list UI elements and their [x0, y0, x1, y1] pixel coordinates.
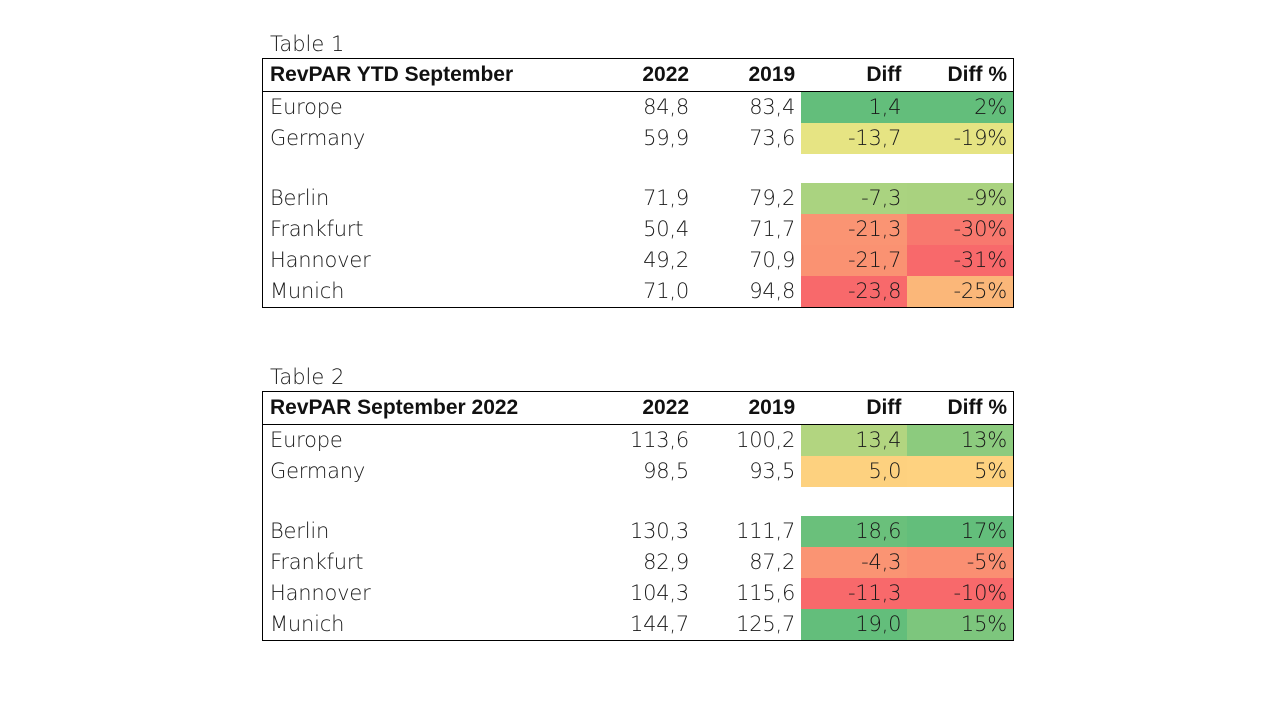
cell-diff: 18,6 — [801, 516, 908, 547]
cell-2022: 144,7 — [629, 612, 690, 636]
header-diff-pct: Diff % — [907, 391, 1014, 425]
cell-2019: 93,5 — [749, 459, 796, 483]
cell-2019: 87,2 — [749, 550, 796, 574]
cell-diff-pct: -31% — [907, 245, 1014, 276]
spacer-row — [263, 487, 1014, 516]
row-label: Europe — [270, 95, 343, 119]
row-label: Germany — [270, 126, 366, 150]
header-2019: 2019 — [695, 58, 802, 92]
cell-2019: 79,2 — [749, 186, 796, 210]
cell-diff-pct: -25% — [907, 276, 1014, 308]
row-label: Hannover — [270, 581, 371, 605]
row-label: Frankfurt — [270, 217, 364, 241]
row-label: Germany — [270, 459, 366, 483]
table-caption: Table 2 — [270, 365, 345, 389]
cell-2022: 82,9 — [643, 550, 690, 574]
table-caption: Table 1 — [270, 32, 345, 56]
cell-diff: -13,7 — [801, 123, 908, 154]
header-row: RevPAR YTD September 2022 2019 Diff Diff… — [262, 58, 1014, 92]
header-label: RevPAR YTD September — [262, 58, 583, 92]
table-row: Frankfurt 82,9 87,2 -4,3 -5% — [263, 547, 1014, 578]
table-1-block: Table 1 RevPAR YTD September 2022 2019 D… — [262, 30, 1014, 308]
cell-2022: 84,8 — [643, 95, 690, 119]
header-row: RevPAR September 2022 2022 2019 Diff Dif… — [262, 391, 1014, 425]
header-diff: Diff — [801, 58, 908, 92]
cell-2019: 70,9 — [749, 248, 796, 272]
cell-diff-pct: 2% — [907, 91, 1014, 123]
table-2-block: Table 2 RevPAR September 2022 2022 2019 … — [262, 363, 1014, 641]
cell-diff-pct: 15% — [907, 609, 1014, 641]
row-label: Munich — [270, 612, 345, 636]
cell-diff-pct: 17% — [907, 516, 1014, 547]
cell-diff: 5,0 — [801, 456, 908, 487]
cell-diff-pct: -19% — [907, 123, 1014, 154]
spacer-row — [263, 154, 1014, 183]
table-row: Germany 59,9 73,6 -13,7 -19% — [263, 123, 1014, 154]
cell-diff-pct: -30% — [907, 214, 1014, 245]
cell-2019: 111,7 — [736, 519, 796, 543]
cell-2022: 50,4 — [643, 217, 690, 241]
cell-diff: 19,0 — [801, 609, 908, 641]
cell-2019: 71,7 — [749, 217, 796, 241]
cell-diff: -23,8 — [801, 276, 908, 308]
table-row: Frankfurt 50,4 71,7 -21,3 -30% — [263, 214, 1014, 245]
spacer-cell — [263, 487, 1014, 516]
spacer-cell — [263, 154, 1014, 183]
header-label: RevPAR September 2022 — [262, 391, 583, 425]
row-label: Berlin — [270, 186, 330, 210]
table-row: Munich 71,0 94,8 -23,8 -25% — [263, 276, 1014, 308]
cell-2019: 100,2 — [736, 428, 796, 452]
cell-2022: 71,0 — [643, 279, 690, 303]
table-row: Europe 113,6 100,2 13,4 13% — [263, 424, 1014, 456]
table-row: Hannover 104,3 115,6 -11,3 -10% — [263, 578, 1014, 609]
cell-2019: 94,8 — [749, 279, 796, 303]
cell-diff: 1,4 — [801, 91, 908, 123]
cell-diff: -21,7 — [801, 245, 908, 276]
table-row: Germany 98,5 93,5 5,0 5% — [263, 456, 1014, 487]
cell-2022: 49,2 — [643, 248, 690, 272]
cell-2022: 59,9 — [643, 126, 690, 150]
cell-2019: 115,6 — [736, 581, 796, 605]
cell-2019: 125,7 — [736, 612, 796, 636]
cell-diff: -4,3 — [801, 547, 908, 578]
table-row: Berlin 71,9 79,2 -7,3 -9% — [263, 183, 1014, 214]
cell-diff-pct: -5% — [907, 547, 1014, 578]
header-2019: 2019 — [695, 391, 802, 425]
cell-2019: 83,4 — [749, 95, 796, 119]
table-row: Hannover 49,2 70,9 -21,7 -31% — [263, 245, 1014, 276]
row-label: Hannover — [270, 248, 371, 272]
cell-diff: -7,3 — [801, 183, 908, 214]
cell-diff: -21,3 — [801, 214, 908, 245]
header-2022: 2022 — [582, 58, 696, 92]
table-row: Munich 144,7 125,7 19,0 15% — [263, 609, 1014, 641]
cell-diff: 13,4 — [801, 424, 908, 456]
cell-diff-pct: 5% — [907, 456, 1014, 487]
row-label: Berlin — [270, 519, 330, 543]
cell-2022: 98,5 — [643, 459, 690, 483]
row-label: Frankfurt — [270, 550, 364, 574]
revpar-september-table: RevPAR September 2022 2022 2019 Diff Dif… — [262, 391, 1014, 641]
cell-2019: 73,6 — [749, 126, 796, 150]
table-row: Europe 84,8 83,4 1,4 2% — [263, 91, 1014, 123]
cell-diff-pct: -10% — [907, 578, 1014, 609]
header-2022: 2022 — [582, 391, 696, 425]
revpar-ytd-table: RevPAR YTD September 2022 2019 Diff Diff… — [262, 58, 1014, 308]
cell-2022: 130,3 — [629, 519, 690, 543]
row-label: Munich — [270, 279, 345, 303]
cell-diff-pct: -9% — [907, 183, 1014, 214]
header-diff: Diff — [801, 391, 908, 425]
cell-2022: 71,9 — [643, 186, 690, 210]
cell-diff-pct: 13% — [907, 424, 1014, 456]
cell-2022: 113,6 — [629, 428, 690, 452]
header-diff-pct: Diff % — [907, 58, 1014, 92]
row-label: Europe — [270, 428, 343, 452]
table-row: Berlin 130,3 111,7 18,6 17% — [263, 516, 1014, 547]
cell-2022: 104,3 — [629, 581, 690, 605]
cell-diff: -11,3 — [801, 578, 908, 609]
